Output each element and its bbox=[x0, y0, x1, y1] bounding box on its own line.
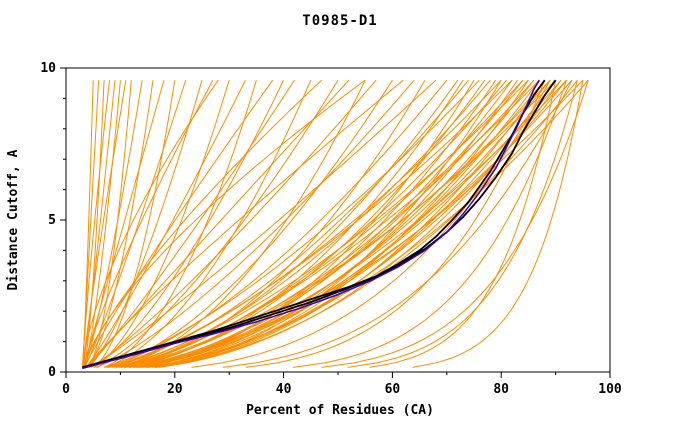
ensemble-curve bbox=[83, 80, 165, 368]
reference-curve bbox=[82, 79, 540, 370]
ensemble-curve bbox=[347, 80, 578, 368]
ensemble-curve bbox=[146, 79, 540, 368]
ensemble-curve bbox=[90, 79, 437, 368]
ensemble-curve bbox=[84, 80, 187, 368]
y-tick-label: 0 bbox=[48, 365, 56, 380]
ensemble-curve bbox=[94, 80, 230, 368]
ensemble-curve bbox=[83, 80, 121, 368]
ensemble-curve bbox=[103, 80, 257, 368]
ensemble-curve bbox=[222, 79, 573, 368]
ensemble-curve bbox=[85, 79, 404, 368]
ensemble-curve bbox=[86, 79, 295, 368]
ensemble-curve bbox=[85, 79, 246, 368]
ensemble-curve bbox=[96, 79, 415, 368]
ensemble-curve bbox=[138, 79, 535, 368]
ensemble-curve bbox=[103, 79, 480, 368]
ensemble-curve bbox=[105, 79, 312, 368]
ensemble-curve bbox=[129, 79, 567, 368]
ensemble-curve bbox=[321, 80, 589, 368]
ensemble-curve bbox=[87, 80, 154, 368]
x-axis-label: Percent of Residues (CA) bbox=[246, 403, 434, 418]
ensemble-curve bbox=[93, 80, 176, 368]
y-tick-label: 5 bbox=[48, 213, 56, 228]
ensemble-curve bbox=[107, 79, 393, 368]
ensemble-curve bbox=[82, 79, 219, 368]
ensemble-curve bbox=[82, 79, 366, 368]
ensemble-curve bbox=[116, 79, 540, 368]
ensemble-curve bbox=[82, 79, 214, 368]
x-tick-label: 80 bbox=[493, 382, 509, 397]
ensemble-curve bbox=[109, 79, 502, 368]
x-tick-label: 40 bbox=[276, 382, 292, 397]
ensemble-curve bbox=[107, 79, 513, 368]
y-tick-label: 10 bbox=[40, 61, 56, 76]
highlight-curve bbox=[82, 79, 546, 369]
ensemble-curve bbox=[140, 79, 551, 368]
ensemble-curve bbox=[138, 79, 573, 368]
ensemble-curve bbox=[83, 79, 274, 368]
ensemble-curve bbox=[82, 80, 127, 368]
ensemble-curve bbox=[148, 79, 567, 368]
ensemble-curve bbox=[93, 79, 285, 368]
ensemble-curve bbox=[145, 79, 589, 368]
ensemble-curve bbox=[90, 79, 377, 368]
ensemble-curve bbox=[412, 80, 584, 368]
x-tick-label: 20 bbox=[167, 382, 183, 397]
ensemble-curve bbox=[95, 79, 339, 368]
x-tick-label: 0 bbox=[62, 382, 70, 397]
ensemble-curve bbox=[369, 80, 557, 368]
ensemble-curve bbox=[191, 79, 551, 368]
ensemble-curve bbox=[133, 79, 584, 368]
chart-title: T0985-D1 bbox=[302, 13, 378, 29]
ensemble-curve bbox=[118, 79, 524, 368]
ensemble-curve bbox=[155, 79, 578, 368]
highlight-curve bbox=[82, 79, 557, 369]
ensemble-curve bbox=[113, 79, 529, 368]
ensemble-curve bbox=[82, 80, 110, 368]
x-tick-label: 60 bbox=[385, 382, 401, 397]
ensemble-curve bbox=[146, 79, 518, 368]
ensemble-curve bbox=[83, 80, 105, 368]
ensemble-curve bbox=[137, 79, 562, 368]
x-tick-label: 100 bbox=[598, 382, 622, 397]
ensemble-curve bbox=[293, 80, 567, 368]
